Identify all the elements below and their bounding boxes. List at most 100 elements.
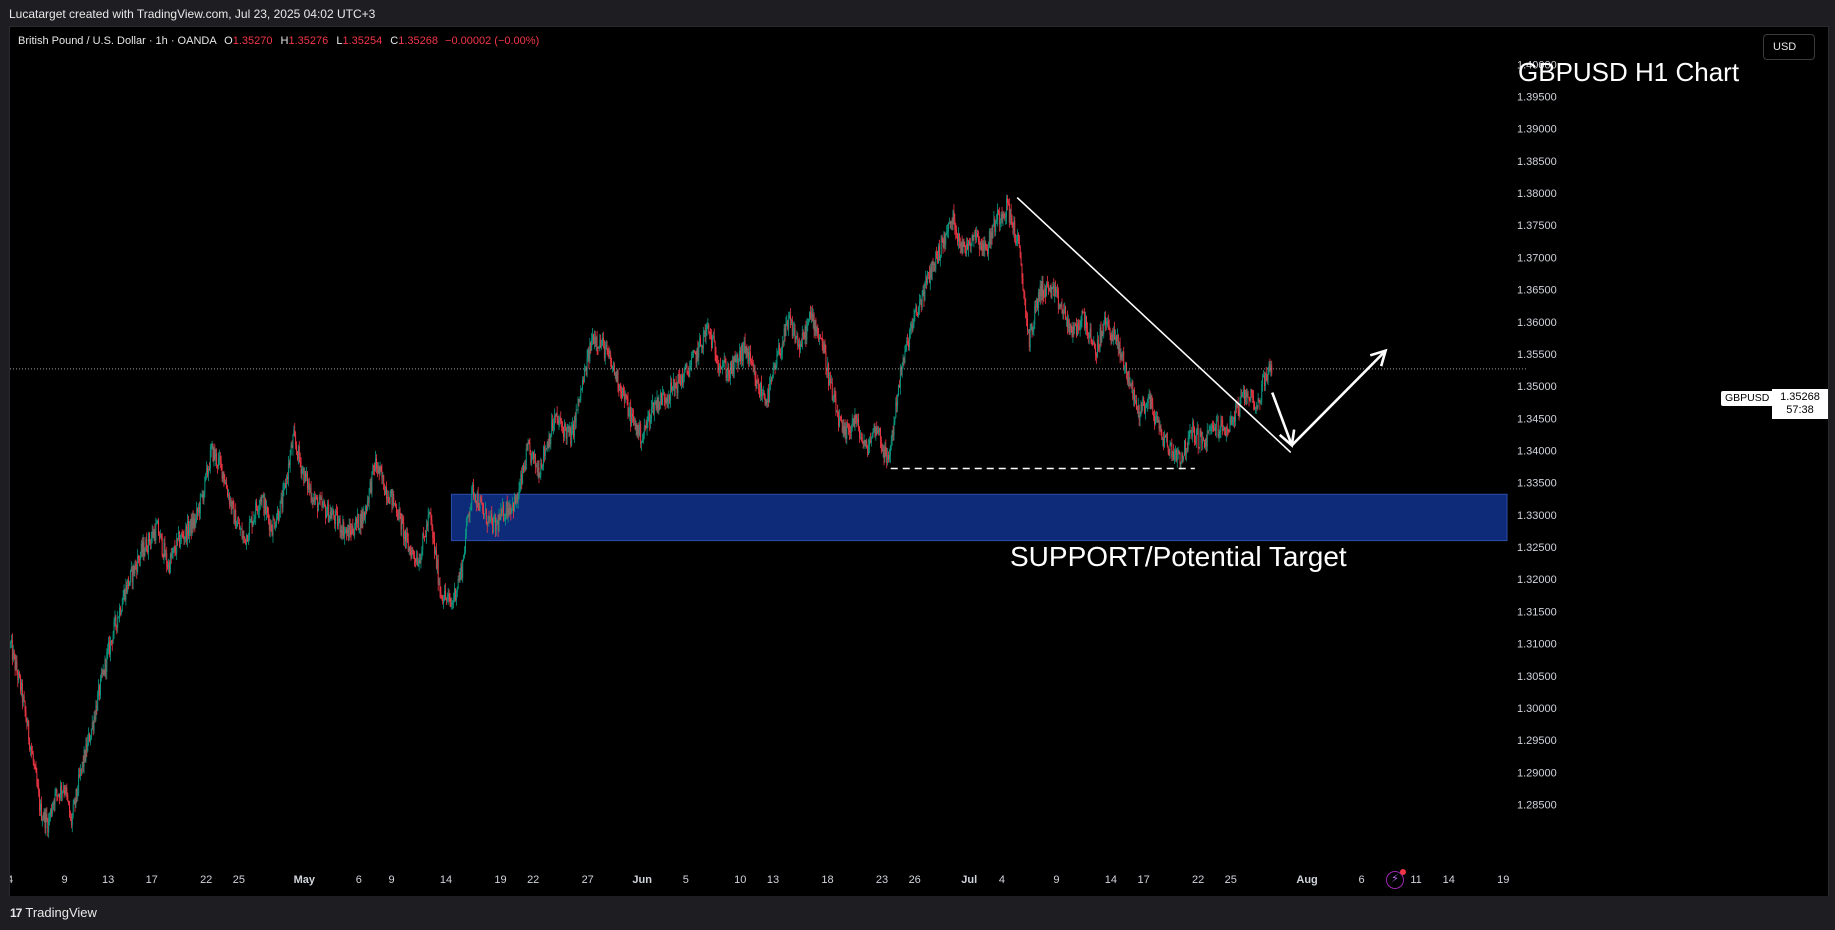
candle-body [576, 409, 578, 411]
candle-body [37, 784, 39, 787]
candle-body [22, 696, 24, 703]
candle-body [1037, 299, 1038, 309]
candle [574, 412, 576, 430]
currency-button[interactable]: USD [1763, 34, 1815, 60]
candle [713, 328, 715, 343]
candle [959, 237, 961, 254]
candle-body [1165, 435, 1166, 437]
candle-body [550, 435, 552, 444]
candle [920, 298, 922, 313]
candle-body [1249, 399, 1251, 401]
candle [756, 379, 758, 389]
candle-body [796, 335, 798, 337]
candle-body [349, 525, 351, 531]
candle-body [281, 497, 283, 508]
y-tick-label: 1.32000 [1517, 574, 1557, 586]
candle-body [1229, 417, 1231, 432]
candle [829, 371, 831, 390]
candle [123, 584, 125, 601]
candle [648, 410, 650, 422]
candle-body [316, 497, 318, 512]
candle-body [1102, 331, 1104, 334]
candle-body [148, 533, 150, 553]
y-tick-label: 1.31000 [1517, 639, 1557, 651]
candle-body [683, 369, 685, 378]
candle [551, 413, 553, 438]
candle-body [93, 716, 95, 730]
candle-body [123, 589, 125, 598]
candle [90, 728, 92, 741]
candle [405, 529, 406, 549]
candle-body [386, 496, 388, 499]
lightning-icon[interactable]: ⚡ [1386, 869, 1406, 889]
candle [429, 512, 431, 515]
candle [630, 399, 632, 432]
candle [171, 547, 173, 559]
candle [456, 586, 458, 598]
candle [590, 341, 592, 354]
candle-body [450, 602, 452, 606]
candle-body [892, 430, 894, 436]
candle-body [1192, 421, 1194, 437]
candle-body [511, 508, 513, 514]
candle [656, 390, 658, 413]
candle [1111, 330, 1113, 345]
candle-body [208, 469, 210, 471]
x-tick-label: 6 [1359, 874, 1365, 886]
candle-body [490, 513, 492, 517]
candle [357, 513, 359, 531]
candle-body [257, 508, 258, 512]
candle-body [83, 750, 85, 767]
candle [470, 502, 472, 511]
candle [1214, 422, 1215, 432]
candle-body [1110, 335, 1112, 341]
candle-body [797, 335, 799, 347]
candle [226, 476, 228, 489]
candle [997, 203, 998, 227]
candle [79, 767, 81, 779]
candle [596, 330, 598, 355]
candle [1185, 448, 1187, 462]
candle-body [649, 413, 651, 424]
candle [958, 227, 959, 250]
candle-body [521, 474, 523, 483]
candle-body [302, 468, 304, 470]
candle-body [1137, 405, 1139, 411]
candle-body [129, 581, 130, 586]
candle [1165, 432, 1167, 443]
candle [78, 768, 80, 797]
candle [1103, 320, 1105, 339]
candle-body [1154, 416, 1156, 425]
candle [45, 807, 47, 836]
candle-body [1256, 406, 1258, 408]
price-chart[interactable]: 1.400001.395001.390001.385001.380001.375… [10, 27, 1828, 897]
candle-body [934, 263, 936, 271]
candle-body [10, 642, 11, 644]
candle [576, 409, 578, 411]
candle-body [483, 509, 485, 516]
candle-body [642, 434, 644, 439]
candle-body [1239, 403, 1241, 417]
candle [949, 220, 951, 229]
candle [95, 700, 97, 722]
arrow-down-shaft [1271, 392, 1294, 446]
candle-body [1011, 218, 1013, 224]
candle [1241, 389, 1243, 398]
candle [794, 323, 796, 345]
chart-pane[interactable]: 1.40000 1.39500 1.39000 1.38500 1.38000 1.375… [9, 26, 1829, 898]
candle [927, 270, 929, 286]
candle-body [730, 362, 732, 379]
candle-body [445, 597, 447, 600]
candle [975, 227, 977, 244]
tradingview-logo[interactable]: 17 TradingView [10, 905, 97, 920]
candle-body [517, 498, 519, 503]
candle [641, 440, 643, 451]
candle [346, 524, 348, 537]
candle-body [392, 493, 394, 506]
candle-body [1160, 425, 1162, 433]
candle [38, 779, 40, 797]
candle [563, 419, 565, 442]
candle-body [975, 229, 977, 240]
candle [855, 414, 857, 424]
candle-body [256, 502, 258, 509]
